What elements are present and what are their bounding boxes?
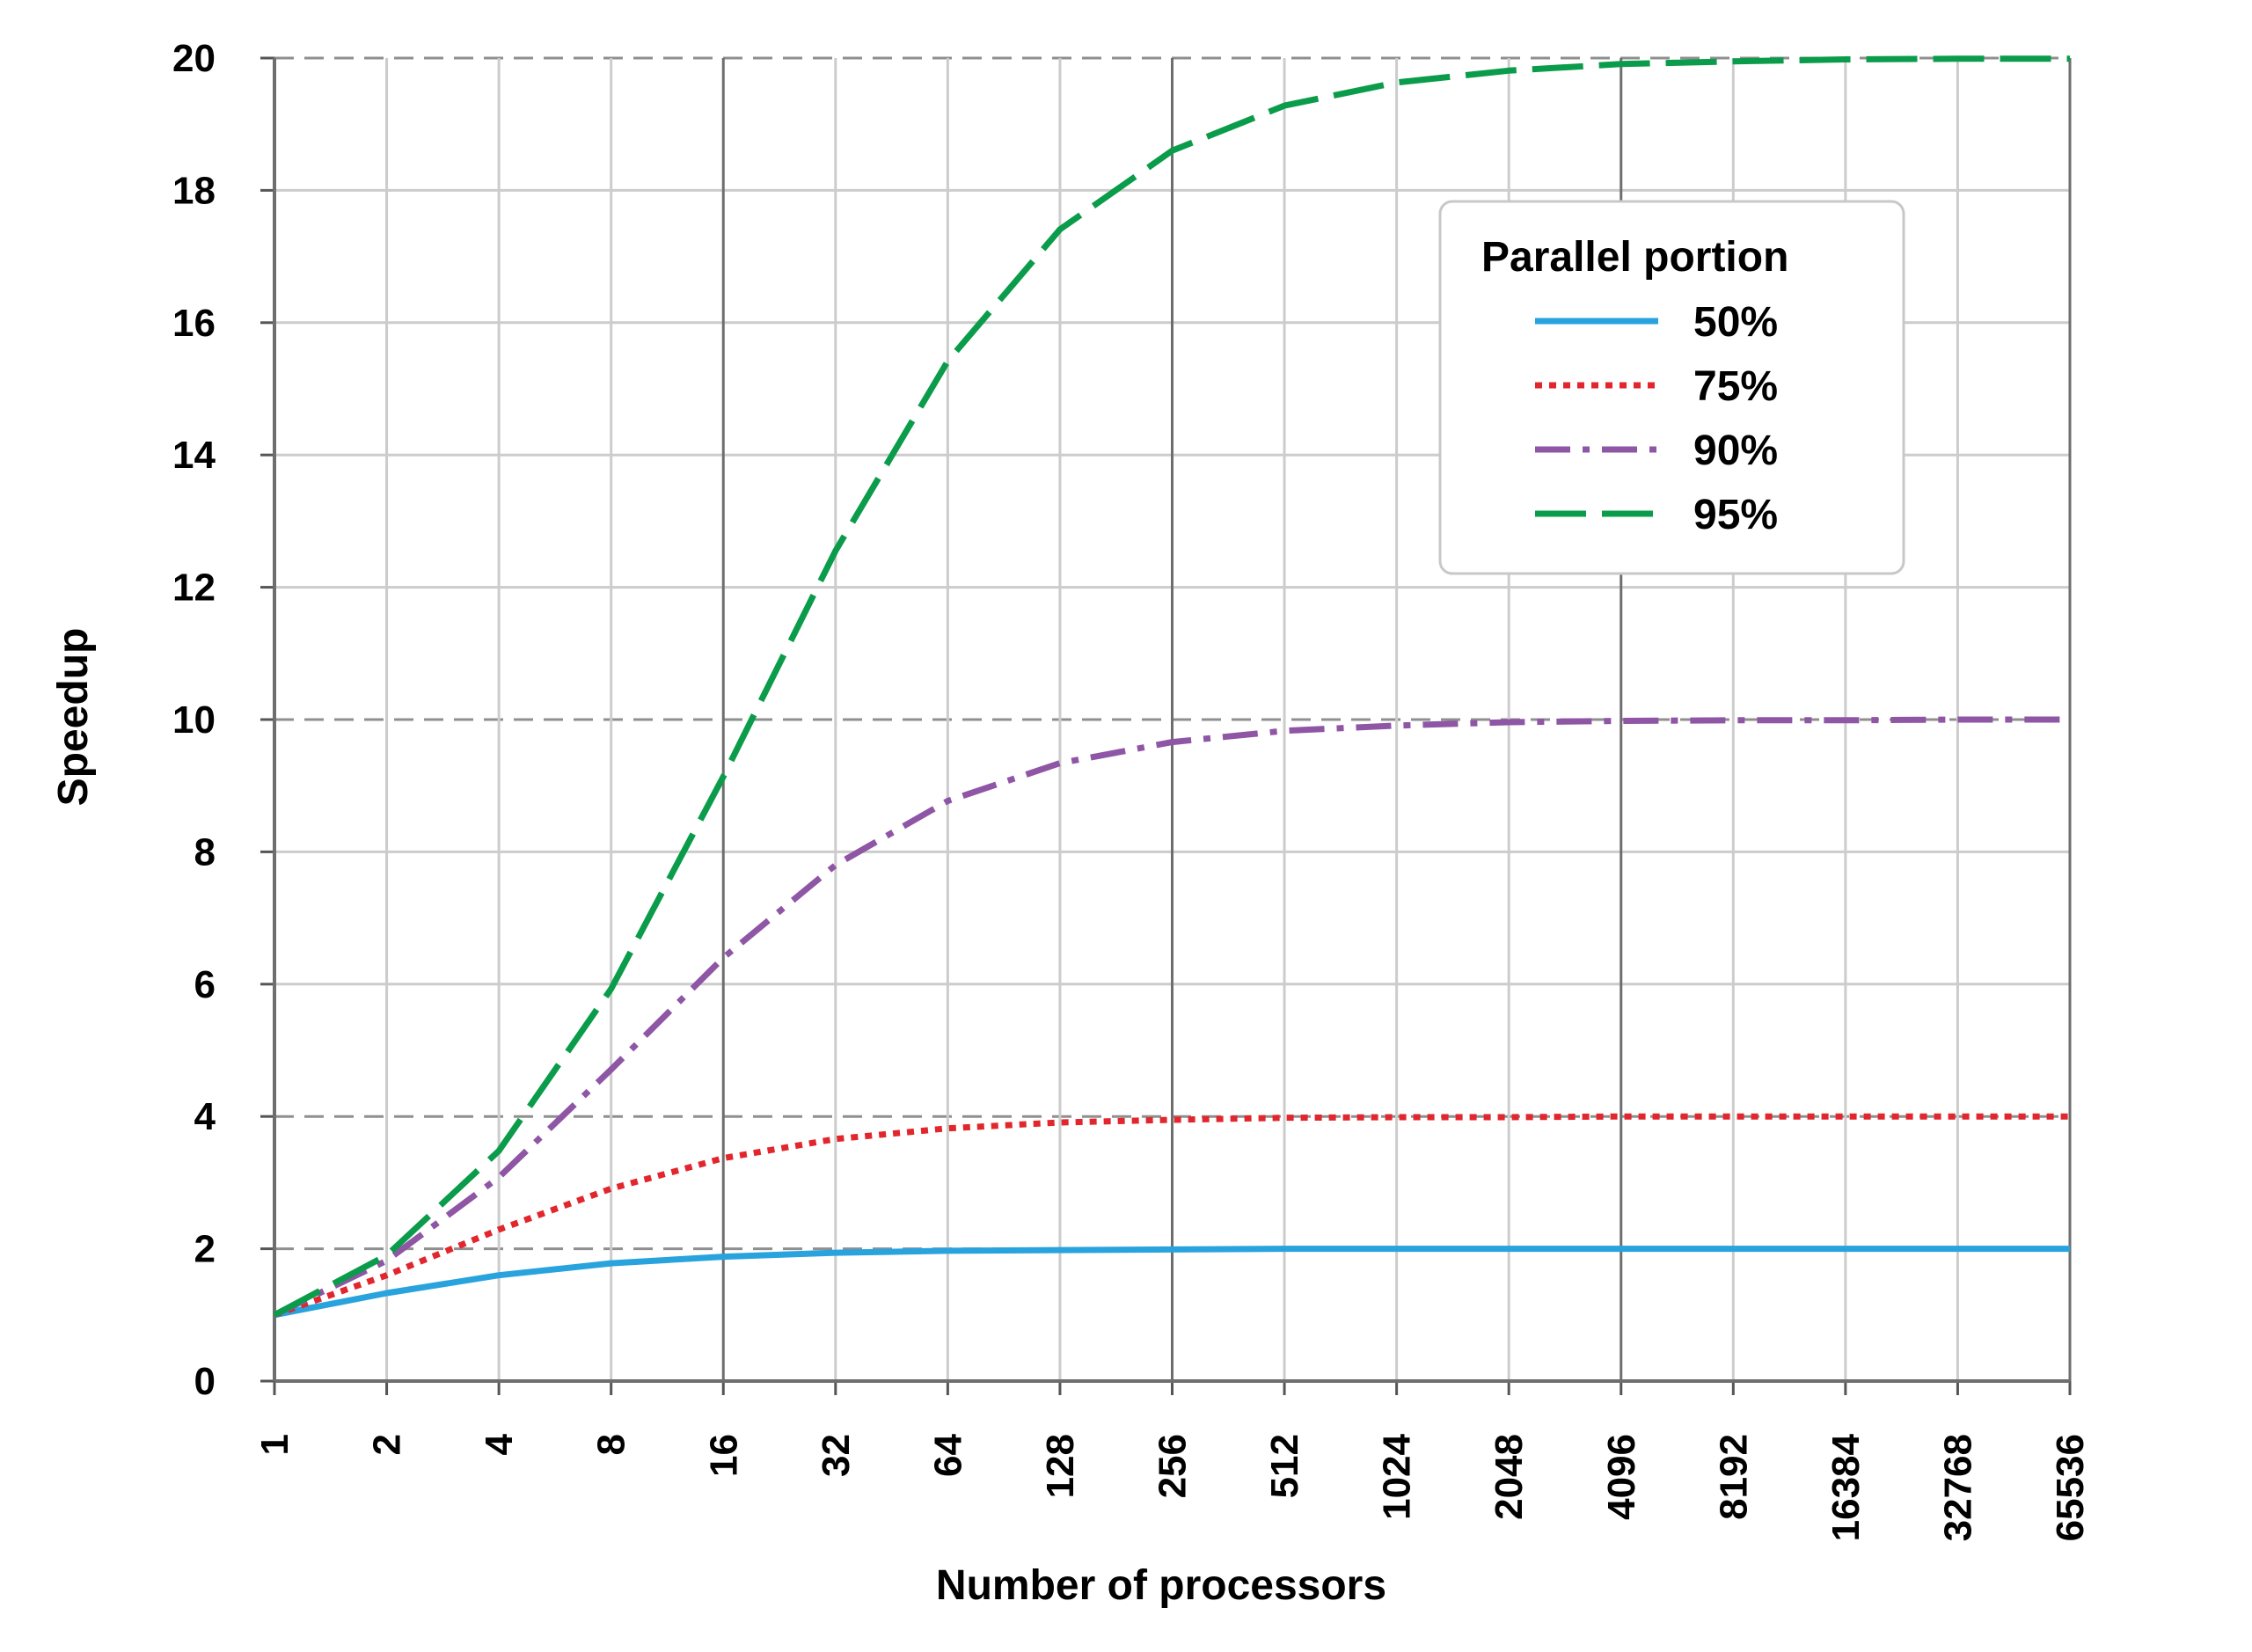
x-tick-label: 65536 [2049, 1434, 2092, 1541]
legend-label: 90% [1693, 428, 1778, 474]
y-tick-label: 20 [172, 37, 216, 80]
series-line-50pct [274, 1246, 2070, 1319]
x-tick-label: 8192 [1712, 1434, 1755, 1520]
y-tick-label: 16 [172, 302, 216, 345]
x-tick-label: 16 [702, 1434, 745, 1477]
y-tick-label: 4 [194, 1095, 216, 1138]
legend: Parallel portion 50% 75% 90% 95% [1438, 200, 1905, 575]
x-tick-label: 128 [1039, 1434, 1082, 1498]
y-tick-label: 10 [172, 698, 216, 742]
y-tick-label: 8 [194, 830, 216, 874]
x-tick-label: 16384 [1824, 1433, 1868, 1541]
x-tick-label: 32 [815, 1434, 858, 1477]
y-tick-label: 18 [172, 169, 216, 212]
y-axis-title: Speedup [50, 628, 97, 807]
y-tick-label: 12 [172, 567, 216, 610]
x-tick-label: 64 [926, 1433, 969, 1476]
series-line-90pct [273, 716, 2070, 1318]
y-tick-label: 6 [194, 963, 216, 1006]
series-lines [273, 55, 2070, 1319]
x-tick-label: 1 [253, 1434, 296, 1455]
legend-items: 50% 75% 90% 95% [1535, 299, 1778, 538]
y-tick-label: 2 [194, 1228, 216, 1271]
axes [260, 56, 2072, 1395]
x-tick-label: 32768 [1936, 1434, 1979, 1541]
x-axis-title: Number of processors [936, 1562, 1386, 1609]
x-tick-label: 2048 [1488, 1434, 1531, 1520]
legend-label: 75% [1693, 363, 1778, 410]
x-tick-label: 4 [478, 1433, 521, 1455]
x-tick-label: 256 [1152, 1434, 1195, 1498]
series-line-75pct [273, 1113, 2070, 1319]
legend-label: 50% [1693, 299, 1778, 346]
legend-title: Parallel portion [1481, 234, 1788, 281]
x-tick-label: 512 [1263, 1434, 1306, 1498]
x-tick-label: 2 [366, 1434, 409, 1455]
legend-label: 95% [1693, 492, 1778, 538]
x-tick-label: 8 [590, 1434, 633, 1455]
y-tick-label: 14 [172, 434, 216, 477]
y-tick-label: 0 [194, 1360, 216, 1403]
series-line-95pct [273, 55, 2070, 1318]
x-tick-label: 1024 [1376, 1433, 1419, 1519]
legend-box [1438, 200, 1905, 575]
x-tick-label: 4096 [1600, 1434, 1643, 1520]
